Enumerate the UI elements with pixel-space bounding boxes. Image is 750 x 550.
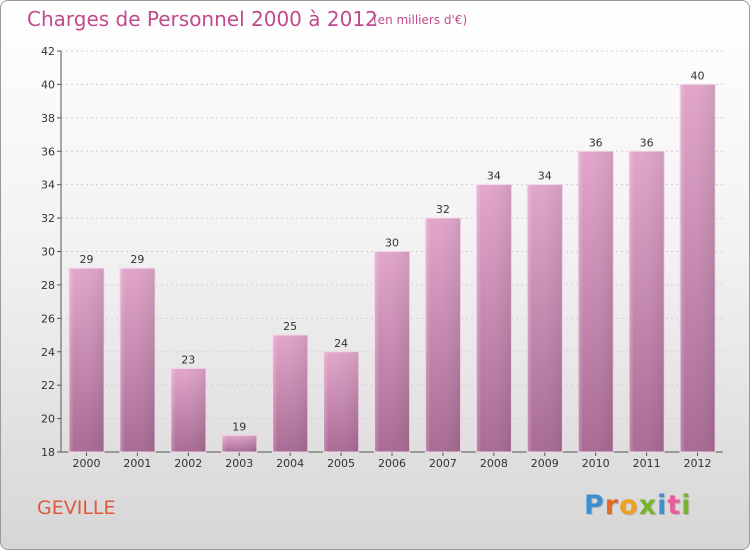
x-tick-label: 2001: [123, 457, 151, 470]
bar-shading: [527, 184, 563, 452]
y-tick-label: 24: [41, 346, 55, 359]
commune-name: GEVILLE: [37, 497, 116, 519]
bar-shading: [476, 184, 512, 452]
y-tick-label: 40: [41, 78, 55, 91]
bar-value-label: 36: [640, 136, 654, 149]
bars-layer: [68, 83, 716, 453]
logo-letter: i: [681, 490, 692, 521]
labels-layer: 29 2000 29 2001 23 2002 19 2003 25 2004 24 2005 30 20…: [72, 69, 711, 470]
proxiti-logo[interactable]: Proxiti: [584, 490, 692, 521]
bar-shading: [578, 151, 614, 452]
bar-shading: [629, 151, 665, 452]
bar-shading: [425, 218, 461, 452]
y-tick-label: 22: [41, 379, 55, 392]
y-tick-label: 38: [41, 112, 55, 125]
bar-value-label: 29: [130, 253, 144, 266]
y-tick-label: 42: [41, 45, 55, 58]
bar-shading: [170, 368, 206, 452]
y-tick-label: 28: [41, 279, 55, 292]
bar-value-label: 34: [538, 170, 552, 183]
bar-value-label: 36: [589, 136, 603, 149]
logo-letter: i: [657, 490, 668, 521]
bar-shading: [272, 335, 308, 452]
bar-shading: [679, 84, 716, 453]
bar-value-label: 29: [79, 253, 93, 266]
y-tick-label: 20: [41, 413, 55, 426]
x-tick-label: 2008: [480, 457, 508, 470]
x-tick-label: 2012: [684, 457, 712, 470]
bar-value-label: 32: [436, 203, 450, 216]
y-tick-label: 34: [41, 179, 55, 192]
logo-letter: r: [604, 490, 620, 521]
x-tick-label: 2007: [429, 457, 457, 470]
x-tick-label: 2006: [378, 457, 406, 470]
bar-value-label: 30: [385, 237, 399, 250]
bar-value-label: 40: [691, 69, 705, 82]
y-tick-label: 32: [41, 212, 55, 225]
logo-letter: x: [638, 490, 658, 521]
y-tick-label: 18: [41, 446, 55, 459]
bar-value-label: 23: [181, 353, 195, 366]
bar-shading: [323, 351, 359, 452]
bar-value-label: 24: [334, 337, 348, 350]
bar-value-label: 19: [232, 420, 246, 433]
chart-subtitle: (en milliers d'€): [373, 13, 468, 27]
y-tick-label: 26: [41, 312, 55, 325]
bar-shading: [119, 268, 155, 452]
logo-letter: P: [584, 490, 605, 521]
bar-value-label: 34: [487, 170, 501, 183]
bar-shading: [68, 268, 105, 452]
x-tick-label: 2011: [633, 457, 661, 470]
x-tick-label: 2000: [72, 457, 100, 470]
chart-title: Charges de Personnel 2000 à 2012: [27, 7, 378, 31]
bar-shading: [221, 435, 257, 452]
x-tick-label: 2002: [174, 457, 202, 470]
bar-shading: [374, 251, 410, 452]
x-tick-label: 2010: [582, 457, 610, 470]
y-tick-label: 36: [41, 145, 55, 158]
y-tick-label: 30: [41, 246, 55, 259]
x-tick-label: 2009: [531, 457, 559, 470]
logo-letter: t: [667, 490, 682, 521]
x-tick-label: 2005: [327, 457, 355, 470]
bar-value-label: 25: [283, 320, 297, 333]
x-tick-label: 2003: [225, 457, 253, 470]
logo-letter: o: [619, 490, 639, 521]
x-tick-label: 2004: [276, 457, 304, 470]
